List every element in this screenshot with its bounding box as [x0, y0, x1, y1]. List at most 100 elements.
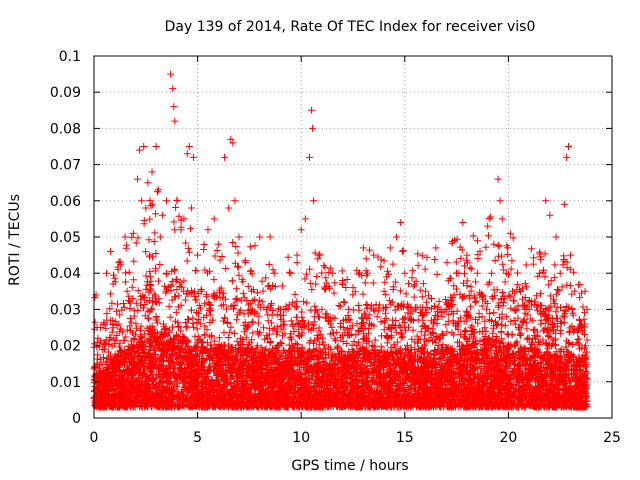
scatter-point: [308, 106, 316, 114]
scatter-point: [204, 226, 212, 234]
scatter-point: [187, 204, 195, 212]
scatter-point: [463, 251, 471, 259]
scatter-point: [310, 197, 318, 205]
scatter-point: [453, 269, 461, 277]
scatter-point: [266, 233, 274, 241]
scatter-point: [100, 385, 108, 393]
scatter-point: [170, 103, 178, 111]
scatter-point: [370, 251, 378, 259]
scatter-point: [436, 305, 444, 313]
scatter-point: [552, 233, 560, 241]
scatter-point: [583, 305, 591, 313]
y-tick-label: 0.1: [59, 49, 81, 65]
y-tick-label: 0.01: [50, 375, 81, 391]
y-tick-label: 0.05: [50, 230, 81, 246]
scatter-point: [422, 287, 430, 295]
scatter-point: [167, 70, 175, 78]
scatter-point: [241, 258, 249, 266]
scatter-point: [577, 324, 585, 331]
scatter-point: [194, 251, 202, 259]
scatter-point: [210, 215, 218, 223]
scatter-point: [339, 276, 347, 284]
scatter-point: [571, 287, 579, 295]
scatter-point: [121, 233, 129, 241]
y-tick-label: 0.02: [50, 339, 81, 355]
y-tick-label: 0.03: [50, 302, 81, 318]
scatter-point: [152, 143, 160, 150]
scatter-point: [496, 197, 504, 205]
scatter-point: [225, 204, 233, 212]
scatter-point: [138, 197, 146, 205]
scatter-point: [301, 215, 309, 223]
chart-title: Day 139 of 2014, Rate Of TEC Index for r…: [165, 19, 536, 35]
scatter-point: [146, 251, 154, 259]
y-tick-label: 0: [72, 411, 81, 427]
scatter-point: [163, 197, 171, 205]
scatter-point: [221, 153, 229, 161]
scatter-point: [136, 146, 144, 154]
scatter-point: [256, 233, 264, 241]
x-tick-label: 25: [603, 430, 621, 446]
scatter-point: [328, 269, 336, 277]
scatter-point: [359, 244, 367, 252]
scatter-point: [562, 153, 570, 161]
scatter-point: [542, 197, 550, 205]
scatter-point: [102, 269, 110, 277]
scatter-point: [498, 215, 506, 223]
x-tick-label: 15: [396, 430, 414, 446]
scatter-point: [349, 284, 357, 292]
scatter-point: [509, 287, 517, 295]
scatter-point: [318, 305, 326, 313]
scatter-point: [158, 211, 166, 219]
scatter-point: [134, 175, 142, 183]
scatter-point: [140, 143, 148, 150]
scatter-point: [567, 251, 575, 259]
scatter-point: [169, 85, 177, 93]
scatter-points: [90, 70, 591, 411]
scatter-point: [93, 324, 101, 331]
scatter-point: [189, 153, 197, 161]
scatter-point: [115, 258, 123, 266]
axis-ticks: 0 0.01 0.02 0.03 0.04 0.05 0.06 0.07 0.08 0.09 0.1…: [50, 49, 621, 446]
scatter-point: [393, 233, 401, 241]
scatter-point: [177, 226, 185, 234]
y-tick-label: 0.08: [50, 121, 81, 137]
y-tick-label: 0.07: [50, 158, 81, 174]
scatter-point: [123, 287, 131, 295]
scatter-point: [297, 226, 305, 234]
scatter-point: [231, 197, 239, 205]
scatter-point: [276, 305, 284, 313]
scatter-point: [494, 175, 502, 183]
y-tick-label: 0.04: [50, 266, 81, 282]
scatter-point: [546, 211, 554, 219]
scatter-point: [270, 269, 278, 277]
scatter-point: [229, 139, 237, 147]
scatter-point: [560, 200, 568, 208]
scatter-point: [364, 269, 372, 277]
x-tick-label: 20: [499, 430, 517, 446]
scatter-point: [185, 143, 193, 150]
x-tick-label: 5: [193, 430, 202, 446]
scatter-point: [556, 269, 564, 277]
scatter-point: [247, 287, 255, 295]
x-tick-label: 0: [90, 430, 99, 446]
y-tick-label: 0.09: [50, 85, 81, 101]
scatter-point: [142, 204, 150, 212]
scatter-point: [144, 179, 152, 187]
scatter-point: [198, 287, 206, 295]
scatter-point: [432, 244, 440, 252]
scatter-point: [235, 233, 243, 241]
scatter-point: [484, 222, 492, 230]
scatter-point: [107, 247, 115, 255]
scatter-point: [515, 324, 523, 331]
scatter-point: [173, 197, 181, 205]
scatter-point: [459, 219, 467, 227]
scatter-point: [171, 117, 179, 125]
scatter-point: [380, 287, 388, 295]
scatter-point: [490, 240, 498, 248]
y-axis-label: ROTI / TECUs: [7, 194, 23, 286]
scatter-point: [581, 287, 589, 295]
scatter-point: [309, 124, 317, 132]
scatter-point: [314, 255, 322, 263]
scatter-point: [293, 251, 301, 259]
